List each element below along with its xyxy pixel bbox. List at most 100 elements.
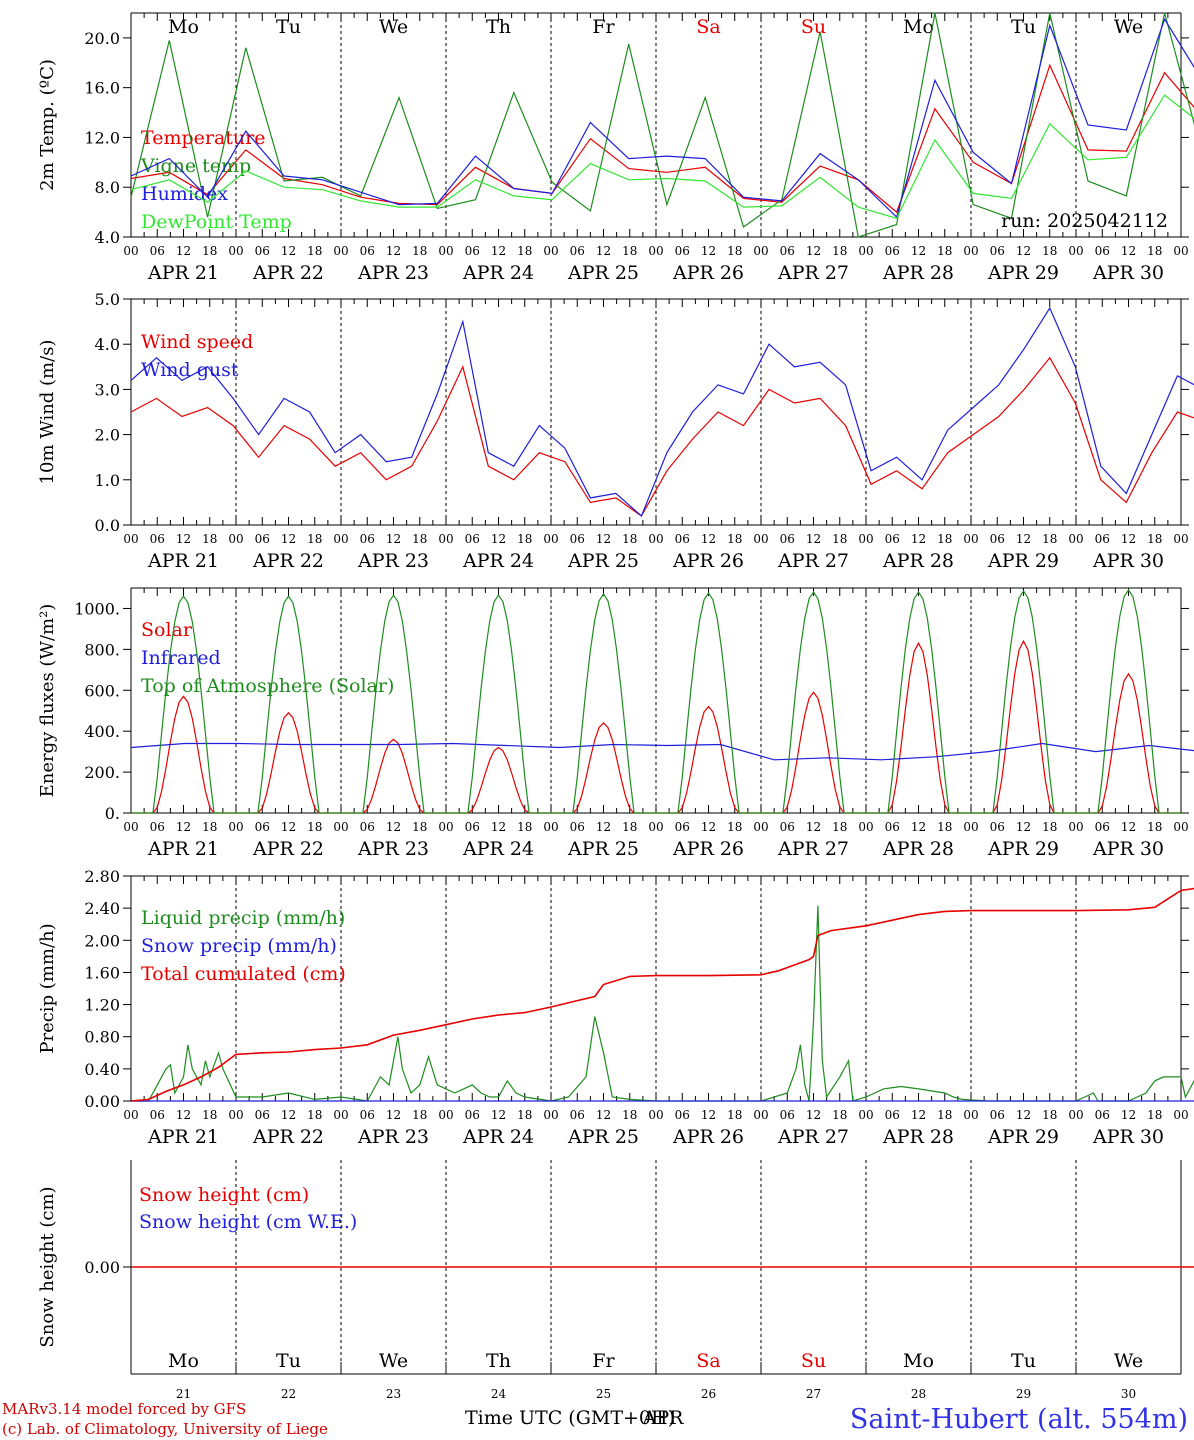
legend-entry: Wind speed <box>141 331 253 353</box>
day-number-label: 21 <box>176 1387 191 1401</box>
day-of-week-label: We <box>1114 1350 1143 1372</box>
footer-model-credit: MARv3.14 model forced by GFS <box>2 1400 246 1418</box>
date-label: APR 26 <box>672 838 744 860</box>
hour-label: 06 <box>675 1108 690 1122</box>
hour-label: 06 <box>255 1108 270 1122</box>
hour-label: 06 <box>885 532 900 546</box>
hour-label: 06 <box>570 1108 585 1122</box>
hour-label: 06 <box>360 820 375 834</box>
date-label: APR 29 <box>987 1126 1059 1148</box>
panel-5: Mo 21 Tu 22 We 23 Th 24 Fr 25 Sa 26 Su 27 Mo 28 Tu 29 We 30… <box>37 1160 1194 1401</box>
hour-label: 12 <box>281 532 296 546</box>
hour-label: 00 <box>858 532 873 546</box>
hour-label: 12 <box>806 244 821 258</box>
date-label: APR 29 <box>987 550 1059 572</box>
panel-4: 00 06 12 18 00 06 12 18 00 06 12 18 00 06 12 18 00 06 12 18… <box>37 867 1194 1148</box>
y-tick-label: 0.80 <box>84 1028 120 1047</box>
series-line-top-of-atmosphere-solar- <box>131 588 1181 814</box>
hour-label: 00 <box>963 532 978 546</box>
hour-label: 18 <box>202 532 217 546</box>
hour-label: 12 <box>806 532 821 546</box>
date-label: APR 23 <box>357 550 429 572</box>
date-label: APR 30 <box>1092 1126 1164 1148</box>
y-axis-label: Energy fluxes (W/m²) <box>37 604 58 798</box>
day-of-week-label: Tu <box>276 1350 301 1372</box>
hour-label: 18 <box>937 1108 952 1122</box>
y-axis-label: Precip (mm/h) <box>37 923 58 1053</box>
hour-label: 12 <box>1016 820 1031 834</box>
y-tick-label: 1000. <box>74 599 120 618</box>
hour-label: 12 <box>281 244 296 258</box>
y-tick-label: 4.0 <box>95 228 120 247</box>
date-label: APR 22 <box>252 262 324 284</box>
hour-label: 06 <box>360 1108 375 1122</box>
legend-entry: DewPoint Temp <box>141 211 292 233</box>
date-label: APR 24 <box>462 838 534 860</box>
hour-label: 00 <box>543 532 558 546</box>
hour-label: 12 <box>386 820 401 834</box>
hour-label: 00 <box>228 820 243 834</box>
hour-label: 12 <box>806 820 821 834</box>
hour-label: 06 <box>255 244 270 258</box>
hour-label: 12 <box>491 532 506 546</box>
day-of-week-label: Mo <box>168 1350 199 1372</box>
hour-label: 06 <box>570 820 585 834</box>
hour-label: 00 <box>333 1108 348 1122</box>
series-line-wind-gust <box>130 306 1194 518</box>
hour-label: 06 <box>675 532 690 546</box>
hour-label: 00 <box>648 244 663 258</box>
hour-label: 18 <box>727 532 742 546</box>
hour-label: 06 <box>885 1108 900 1122</box>
date-label: APR 25 <box>567 1126 639 1148</box>
hour-label: 12 <box>176 532 191 546</box>
hour-label: 18 <box>1147 532 1162 546</box>
hour-label: 00 <box>753 532 768 546</box>
day-of-week-label: Fr <box>592 1350 615 1372</box>
day-number-label: 28 <box>911 1387 926 1401</box>
y-tick-label: 800. <box>84 640 120 659</box>
hour-label: 12 <box>386 532 401 546</box>
date-label: APR 28 <box>882 1126 954 1148</box>
hour-label: 12 <box>491 1108 506 1122</box>
footer-lab-credit: (c) Lab. of Climatology, University of L… <box>2 1420 328 1438</box>
hour-label: 06 <box>255 820 270 834</box>
hour-label: 00 <box>123 1108 138 1122</box>
hour-label: 18 <box>202 820 217 834</box>
hour-label: 06 <box>465 244 480 258</box>
day-number-label: 29 <box>1016 1387 1031 1401</box>
hour-label: 12 <box>281 1108 296 1122</box>
hour-label: 06 <box>885 244 900 258</box>
day-of-week-label: Tu <box>276 16 301 38</box>
hour-label: 06 <box>780 244 795 258</box>
hour-label: 18 <box>727 1108 742 1122</box>
hour-label: 06 <box>1095 1108 1110 1122</box>
hour-label: 18 <box>307 820 322 834</box>
date-label: APR 25 <box>567 838 639 860</box>
series-line-infrared <box>130 742 1194 761</box>
hour-label: 06 <box>150 1108 165 1122</box>
date-label: APR 23 <box>357 838 429 860</box>
hour-label: 18 <box>307 244 322 258</box>
legend-entry: Total cumulated (cm) <box>141 963 346 985</box>
series-line-total-cumulated-cm- <box>130 887 1194 1102</box>
date-label: APR 26 <box>672 1126 744 1148</box>
day-number-label: 22 <box>281 1387 296 1401</box>
panels: 00 06 12 18 00 06 12 18 00 06 12 18 00 06 12 18 00 06 12 18… <box>37 12 1194 1401</box>
hour-label: 00 <box>438 1108 453 1122</box>
date-label: APR 30 <box>1092 550 1164 572</box>
date-label: APR 24 <box>462 262 534 284</box>
panel-3: 00 06 12 18 00 06 12 18 00 06 12 18 00 06 12 18 00 06 12 18… <box>37 587 1194 860</box>
hour-label: 12 <box>911 244 926 258</box>
panel-2: 00 06 12 18 00 06 12 18 00 06 12 18 00 06 12 18 00 06 12 18… <box>37 290 1194 572</box>
day-of-week-label: Su <box>801 1350 826 1372</box>
y-tick-label: 0. <box>105 804 120 823</box>
hour-label: 18 <box>832 532 847 546</box>
y-tick-label: 8.0 <box>95 178 120 197</box>
hour-label: 18 <box>1042 244 1057 258</box>
hour-label: 00 <box>543 244 558 258</box>
date-label: APR 25 <box>567 262 639 284</box>
date-label: APR 24 <box>462 1126 534 1148</box>
hour-label: 00 <box>963 820 978 834</box>
hour-label: 00 <box>858 244 873 258</box>
series-line-dewpoint-temp <box>130 94 1194 220</box>
